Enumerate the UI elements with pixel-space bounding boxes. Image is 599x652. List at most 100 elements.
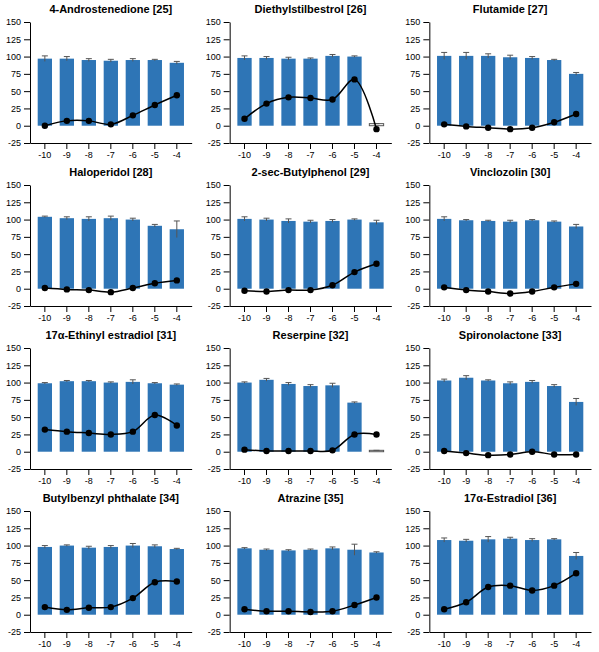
error-bar — [286, 383, 292, 386]
y-tick-mark — [224, 597, 230, 598]
y-tick: -25 — [407, 301, 429, 311]
y-tick-label: 150 — [6, 506, 21, 516]
plot: -250255075100125150-10-9-8-7-6-5-4 — [206, 180, 392, 323]
x-tick-label: -6 — [129, 639, 137, 649]
error-bar-line — [244, 56, 245, 60]
error-bar — [86, 380, 92, 381]
x-tick-mark — [310, 469, 311, 475]
y-axis-line — [30, 186, 31, 307]
panel: Reserpine [32]-250255075100125150-10-9-8… — [206, 329, 392, 486]
point — [42, 426, 48, 432]
y-axis: -250255075100125150 — [206, 343, 231, 474]
y-tick-label: 75 — [11, 395, 21, 405]
point — [441, 448, 447, 454]
point — [485, 125, 491, 131]
y-axis-line — [30, 349, 31, 470]
y-tick: 75 — [11, 395, 30, 405]
error-bar-line — [444, 52, 445, 59]
plot: -250255075100125150-10-9-8-7-6-5-4 — [6, 180, 192, 323]
y-tick-label: 125 — [6, 524, 21, 534]
x-tick: -4 — [572, 632, 580, 649]
y-tick-mark — [24, 546, 30, 547]
y-tick: 150 — [405, 343, 429, 353]
y-tick: 150 — [6, 506, 30, 516]
point — [441, 121, 447, 127]
error-bar — [529, 220, 535, 221]
point — [86, 287, 92, 293]
bar — [525, 220, 539, 288]
x-tick-mark — [532, 632, 533, 638]
error-bar-cap — [373, 220, 379, 221]
panel: 17α-Ethinyl estradiol [31]-2502550751001… — [6, 329, 192, 486]
point — [329, 447, 335, 453]
error-bar-cap — [152, 544, 158, 545]
y-tick: 125 — [206, 35, 230, 45]
bar — [126, 220, 140, 289]
bar — [437, 56, 451, 126]
y-tick-label: 100 — [405, 378, 420, 388]
y-tick: 125 — [6, 198, 30, 208]
x-tick-label: -7 — [506, 150, 514, 160]
x-tick: -4 — [173, 632, 181, 649]
x-tick: -10 — [438, 632, 451, 649]
error-bar — [242, 548, 248, 549]
point — [241, 288, 247, 294]
x-tick-label: -9 — [462, 639, 470, 649]
y-tick-mark — [423, 91, 429, 92]
bar — [60, 546, 74, 615]
error-bar-line — [576, 224, 577, 228]
x-tick-mark — [288, 469, 289, 475]
y-tick-label: 150 — [206, 17, 221, 27]
y-tick: 75 — [11, 69, 30, 79]
y-tick-mark — [24, 597, 30, 598]
error-bar — [329, 547, 335, 550]
error-bar-cap — [463, 219, 469, 220]
error-bar-cap — [329, 383, 335, 384]
error-bar-cap — [64, 544, 70, 545]
x-tick-mark — [244, 143, 245, 149]
y-tick-label: 100 — [405, 52, 420, 62]
error-bar-line — [576, 398, 577, 405]
y-tick-label: 75 — [211, 232, 221, 242]
y-tick: 75 — [410, 395, 429, 405]
y-tick-mark — [24, 348, 30, 349]
y-tick-mark — [423, 400, 429, 401]
x-tick-mark — [354, 469, 355, 475]
error-bar — [329, 220, 335, 223]
y-tick: -25 — [8, 464, 30, 474]
x-tick-label: -9 — [63, 150, 71, 160]
y-tick-mark — [24, 108, 30, 109]
y-tick-mark — [224, 39, 230, 40]
y-tick-label: 25 — [211, 104, 221, 114]
y-axis: -250255075100125150 — [405, 17, 430, 148]
y-tick: 0 — [216, 610, 230, 620]
marks — [38, 56, 184, 129]
bar — [126, 382, 140, 452]
error-bar-cap — [463, 375, 469, 376]
x-tick: -8 — [284, 306, 292, 323]
error-bar-cap — [174, 61, 180, 62]
bar — [459, 56, 473, 126]
point — [507, 290, 513, 296]
x-tick-mark — [444, 143, 445, 149]
y-tick: 25 — [410, 267, 429, 277]
x-tick: -8 — [484, 469, 492, 486]
point — [108, 604, 114, 610]
y-tick-label: 125 — [6, 35, 21, 45]
x-tick: -8 — [85, 143, 93, 160]
y-tick-mark — [24, 632, 30, 633]
x-tick-mark — [444, 306, 445, 312]
y-axis-line — [429, 186, 430, 307]
y-tick: 100 — [206, 215, 230, 225]
x-tick-label: -10 — [438, 639, 451, 649]
y-tick-label: 125 — [206, 361, 221, 371]
y-tick-mark — [24, 306, 30, 307]
y-tick: 125 — [6, 524, 30, 534]
y-tick-mark — [423, 306, 429, 307]
x-tick-mark — [332, 469, 333, 475]
point — [307, 609, 313, 615]
y-tick: 125 — [6, 35, 30, 45]
x-tick: -7 — [506, 143, 514, 160]
y-tick: 25 — [211, 593, 230, 603]
error-bar-cap — [130, 218, 136, 219]
